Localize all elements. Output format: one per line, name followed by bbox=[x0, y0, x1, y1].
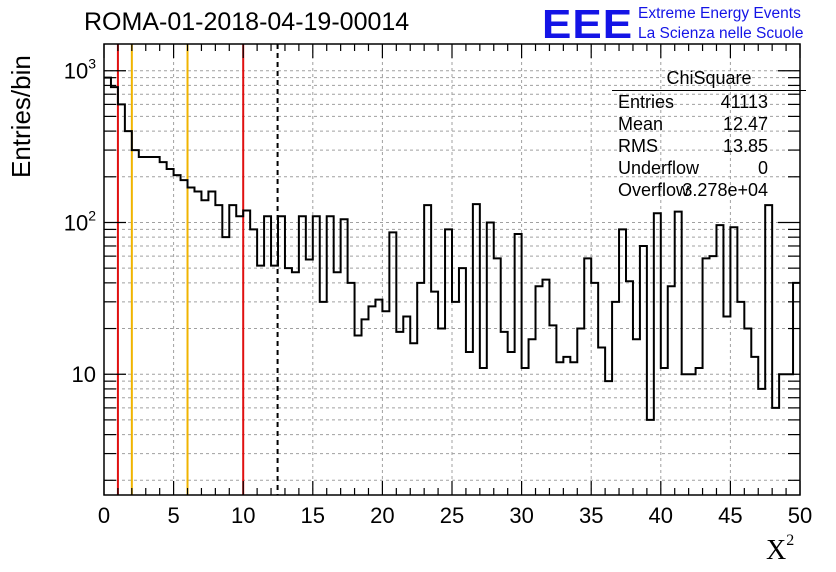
stats-row-mean: Mean 12.47 bbox=[618, 114, 768, 136]
stats-row-rms: RMS 13.85 bbox=[618, 136, 768, 158]
y-axis-label: Entries/bin bbox=[6, 55, 36, 178]
x-axis-label: X2 bbox=[766, 531, 795, 567]
logo-line-2: La Scienza nelle Scuole bbox=[638, 25, 804, 42]
histogram-series bbox=[104, 76, 800, 421]
stats-label: Entries bbox=[618, 92, 675, 112]
stats-value: 3.278e+04 bbox=[682, 180, 768, 200]
x-tick-label: 0 bbox=[98, 503, 110, 528]
x-tick-label: 40 bbox=[649, 503, 673, 528]
stats-box: ChiSquare Entries 41113 Mean 12.47 RMS 1… bbox=[612, 66, 806, 210]
stats-label: Underflow bbox=[618, 158, 700, 178]
y-tick-label-base: 10 bbox=[64, 59, 88, 84]
stats-title: ChiSquare bbox=[666, 68, 752, 88]
y-tick-label-base: 10 bbox=[64, 210, 88, 235]
stats-label: RMS bbox=[618, 136, 658, 156]
chart-title: ROMA-01-2018-04-19-00014 bbox=[84, 8, 410, 36]
x-tick-label: 20 bbox=[370, 503, 394, 528]
reference-lines bbox=[116, 44, 279, 495]
x-tick-label: 50 bbox=[788, 503, 812, 528]
stats-row-entries: Entries 41113 bbox=[618, 92, 768, 114]
stats-value: 13.85 bbox=[722, 136, 768, 156]
x-tick-label: 35 bbox=[579, 503, 603, 528]
stats-row-underflow: Underflow 0 bbox=[618, 158, 768, 180]
x-tick-label: 45 bbox=[718, 503, 742, 528]
axis-ticks bbox=[103, 44, 801, 495]
x-tick-label: 15 bbox=[301, 503, 325, 528]
y-tick-label-exponent: 3 bbox=[88, 56, 96, 72]
x-axis-label-base: X bbox=[766, 535, 787, 566]
eee-logo: EEE bbox=[542, 2, 634, 48]
x-tick-label: 30 bbox=[509, 503, 533, 528]
stats-label: Overflow bbox=[618, 180, 690, 200]
x-axis-tick-labels: 0 5 10 15 20 25 30 35 40 45 50 bbox=[98, 503, 812, 528]
stats-label: Mean bbox=[618, 114, 664, 134]
y-tick-label: 10 bbox=[72, 362, 96, 387]
x-axis-label-exponent: 2 bbox=[786, 531, 795, 549]
y-tick-label: 102 bbox=[64, 207, 96, 235]
x-tick-label: 5 bbox=[167, 503, 179, 528]
x-tick-label: 25 bbox=[440, 503, 464, 528]
stats-value: 12.47 bbox=[722, 114, 768, 134]
y-tick-label: 103 bbox=[64, 56, 96, 84]
stats-value: 0 bbox=[757, 158, 768, 178]
y-tick-label-exponent: 2 bbox=[88, 207, 96, 223]
y-tick-label-base: 10 bbox=[72, 362, 96, 387]
x-tick-label: 10 bbox=[231, 503, 255, 528]
stats-row-overflow: Overflow 3.278e+04 bbox=[618, 180, 768, 202]
logo-line-1: Extreme Energy Events bbox=[638, 5, 801, 22]
stats-divider bbox=[612, 90, 806, 91]
stats-value: 41113 bbox=[720, 92, 768, 112]
